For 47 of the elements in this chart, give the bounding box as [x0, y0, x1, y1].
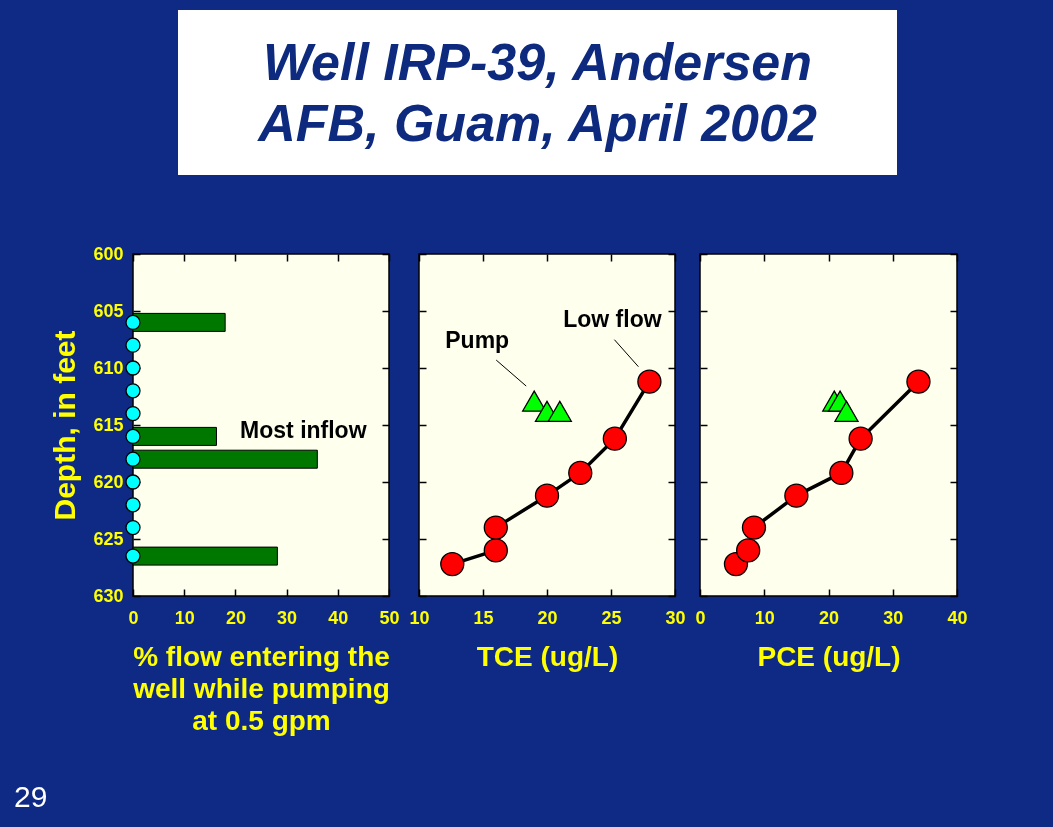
x-tick-label: 20 — [819, 607, 840, 628]
y-tick-label: 625 — [93, 528, 124, 549]
x-tick-label: 30 — [277, 607, 298, 628]
y-tick-label: 605 — [93, 300, 124, 321]
text: Well IRP-39, Andersen AFB, Guam, April 2002 — [256, 31, 818, 154]
x-tick-label: 40 — [947, 607, 968, 628]
x-tick-label: 30 — [665, 607, 686, 628]
x-tick-label: 40 — [328, 607, 349, 628]
x-tick-label: 10 — [409, 607, 430, 628]
point — [736, 538, 761, 563]
annotation: Low flow — [563, 305, 662, 332]
point — [483, 515, 509, 540]
y-axis-title: Depth, in feet — [48, 330, 82, 521]
point — [483, 538, 509, 563]
point — [784, 483, 809, 509]
point — [547, 400, 573, 423]
y-tick-label: 620 — [93, 471, 124, 492]
x-tick-label: 10 — [754, 607, 776, 628]
y-tick-label: 615 — [93, 414, 124, 435]
x-axis-title: PCE (ug/L) — [757, 640, 901, 672]
x-tick-label: 30 — [883, 607, 904, 628]
y-tick-label: 630 — [93, 585, 124, 606]
x-tick-label: 20 — [537, 607, 558, 628]
x-tick-label: 20 — [226, 607, 247, 628]
x-tick-label: 0 — [128, 607, 139, 628]
y-tick-label: 610 — [93, 357, 124, 378]
x-tick-label: 25 — [601, 607, 622, 628]
x-tick-label: 10 — [174, 607, 195, 628]
x-tick-label: 15 — [473, 607, 494, 628]
annotation: Most inflow — [240, 417, 367, 444]
point — [829, 460, 854, 486]
point — [535, 483, 560, 509]
x-tick-label: 50 — [379, 607, 400, 628]
x-axis-title: % flow entering the well while pumping at 0.5 gpm — [132, 640, 391, 736]
point — [834, 400, 859, 423]
point — [440, 552, 465, 577]
x-tick-label: 0 — [695, 607, 706, 628]
y-tick-label: 600 — [93, 243, 124, 264]
text: 29 — [14, 780, 48, 814]
annotation: Pump — [445, 327, 510, 354]
point — [742, 515, 767, 540]
point — [848, 426, 874, 452]
point — [906, 369, 931, 395]
point — [637, 369, 662, 395]
point — [568, 460, 593, 486]
x-axis-title: TCE (ug/L) — [476, 640, 619, 672]
point — [602, 426, 628, 452]
